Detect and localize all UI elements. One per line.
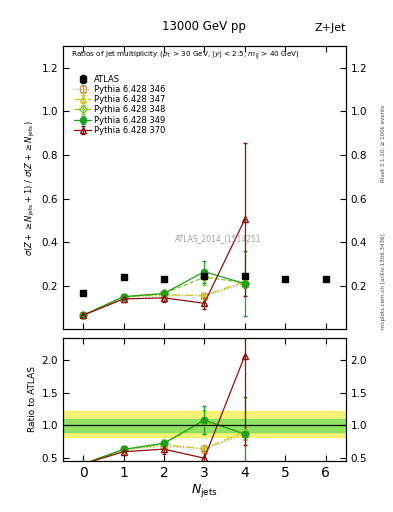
Y-axis label: $\sigma(Z + \geq N_\mathrm{jets}+1)\ /\ \sigma(Z + \geq N_\mathrm{jets})$: $\sigma(Z + \geq N_\mathrm{jets}+1)\ /\ … [24,120,37,255]
Legend: ATLAS, Pythia 6.428 346, Pythia 6.428 347, Pythia 6.428 348, Pythia 6.428 349, P: ATLAS, Pythia 6.428 346, Pythia 6.428 34… [73,73,167,137]
Text: 13000 GeV pp: 13000 GeV pp [162,20,246,33]
X-axis label: $N_\mathrm{jets}$: $N_\mathrm{jets}$ [191,482,218,499]
Y-axis label: Ratio to ATLAS: Ratio to ATLAS [28,366,37,432]
Bar [63,419,346,432]
Bar [63,411,346,437]
Text: mcplots.cern.ch [arXiv:1306.3436]: mcplots.cern.ch [arXiv:1306.3436] [381,234,386,329]
Text: Z+Jet: Z+Jet [314,23,346,33]
Text: ATLAS_2014_I1514251: ATLAS_2014_I1514251 [175,234,262,243]
Text: Rivet 3.1.10, ≥ 100k events: Rivet 3.1.10, ≥ 100k events [381,105,386,182]
Text: Ratios of jet multiplicity ($p_T$ > 30 GeV, $|y|$ < 2.5, $m_{{||}}$ > 40 GeV): Ratios of jet multiplicity ($p_T$ > 30 G… [72,49,300,61]
